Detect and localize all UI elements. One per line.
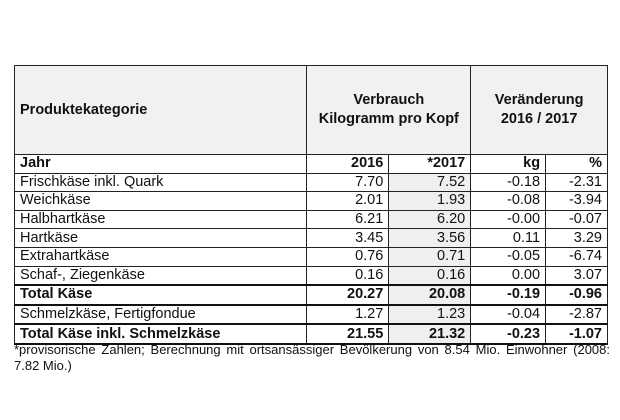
footnote: *provisorische Zahlen; Berechnung mit or…: [14, 342, 610, 373]
table-row: Weichkäse 2.01 1.93 -0.08 -3.94: [13, 191, 608, 211]
table-header-row: Produktekategorie Verbrauch Kilogramm pro…: [13, 65, 608, 155]
change-pct: -6.74: [545, 246, 608, 267]
value-2016: 1.27: [306, 304, 390, 325]
cheese-consumption-table: Produktekategorie Verbrauch Kilogramm pro…: [13, 65, 608, 345]
value-2017: 1.93: [388, 191, 472, 211]
value-2017: 3.56: [388, 228, 472, 248]
value-2017: 0.16: [388, 265, 472, 286]
row-name: Halbhartkäse: [13, 209, 308, 230]
change-kg: -0.05: [470, 246, 547, 267]
col-2017: *2017: [388, 154, 472, 174]
row-name: Schaf-, Ziegenkäse: [13, 265, 308, 286]
value-2016: 3.45: [306, 228, 390, 248]
row-name: Hartkäse: [13, 228, 308, 248]
value-2016: 21.55: [306, 323, 390, 345]
change-pct: -0.96: [545, 284, 608, 306]
table-row: Hartkäse 3.45 3.56 0.11 3.29: [13, 228, 608, 248]
col-pct: %: [545, 154, 608, 174]
col-2016: 2016: [306, 154, 390, 174]
row-name: Total Käse inkl. Schmelzkäse: [13, 323, 308, 345]
header-consumption-line1: Verbrauch: [353, 92, 425, 108]
table-row: Schmelzkäse, Fertigfondue 1.27 1.23 -0.04 -2…: [13, 304, 608, 325]
table-row: Total Käse 20.27 20.08 -0.19 -0.96: [13, 284, 608, 306]
table-row: Halbhartkäse 6.21 6.20 -0.00 -0.07: [13, 209, 608, 230]
table-row: Schaf-, Ziegenkäse 0.16 0.16 0.00 3.07: [13, 265, 608, 286]
change-kg: -0.23: [470, 323, 547, 345]
value-2016: 20.27: [306, 284, 390, 306]
year-row: Jahr 2016 *2017 kg %: [13, 154, 608, 174]
value-2016: 6.21: [306, 209, 390, 230]
change-pct: -3.94: [545, 191, 608, 211]
row-name: Schmelzkäse, Fertigfondue: [13, 304, 308, 325]
change-pct: 3.29: [545, 228, 608, 248]
col-kg: kg: [470, 154, 547, 174]
change-kg: -0.00: [470, 209, 547, 230]
year-label: Jahr: [13, 154, 308, 174]
value-2017: 21.32: [388, 323, 472, 345]
value-2017: 1.23: [388, 304, 472, 325]
row-name: Total Käse: [13, 284, 308, 306]
table-row: Total Käse inkl. Schmelzkäse 21.55 21.32 -0…: [13, 323, 608, 345]
change-pct: -2.31: [545, 172, 608, 193]
header-consumption-line2: Kilogramm pro Kopf: [318, 111, 459, 127]
header-change-line1: Veränderung: [494, 92, 584, 108]
value-2016: 0.76: [306, 246, 390, 267]
value-2017: 7.52: [388, 172, 472, 193]
value-2016: 7.70: [306, 172, 390, 193]
change-kg: -0.18: [470, 172, 547, 193]
change-pct: -0.07: [545, 209, 608, 230]
value-2017: 0.71: [388, 246, 472, 267]
value-2016: 2.01: [306, 191, 390, 211]
row-name: Extrahartkäse: [13, 246, 308, 267]
value-2017: 6.20: [388, 209, 472, 230]
change-kg: -0.04: [470, 304, 547, 325]
change-kg: -0.19: [470, 284, 547, 306]
header-change-line2: 2016 / 2017: [500, 111, 578, 127]
change-kg: -0.08: [470, 191, 547, 211]
table-row: Frischkäse inkl. Quark 7.70 7.52 -0.18 -2.31: [13, 172, 608, 193]
header-consumption: Verbrauch Kilogramm pro Kopf: [306, 65, 472, 155]
change-pct: -2.87: [545, 304, 608, 325]
change-pct: -1.07: [545, 323, 608, 345]
table-row: Extrahartkäse 0.76 0.71 -0.05 -6.74: [13, 246, 608, 267]
row-name: Frischkäse inkl. Quark: [13, 172, 308, 193]
header-category: Produktekategorie: [13, 65, 308, 155]
change-kg: 0.11: [470, 228, 547, 248]
change-pct: 3.07: [545, 265, 608, 286]
value-2016: 0.16: [306, 265, 390, 286]
row-name: Weichkäse: [13, 191, 308, 211]
value-2017: 20.08: [388, 284, 472, 306]
change-kg: 0.00: [470, 265, 547, 286]
header-change: Veränderung 2016 / 2017: [470, 65, 608, 155]
